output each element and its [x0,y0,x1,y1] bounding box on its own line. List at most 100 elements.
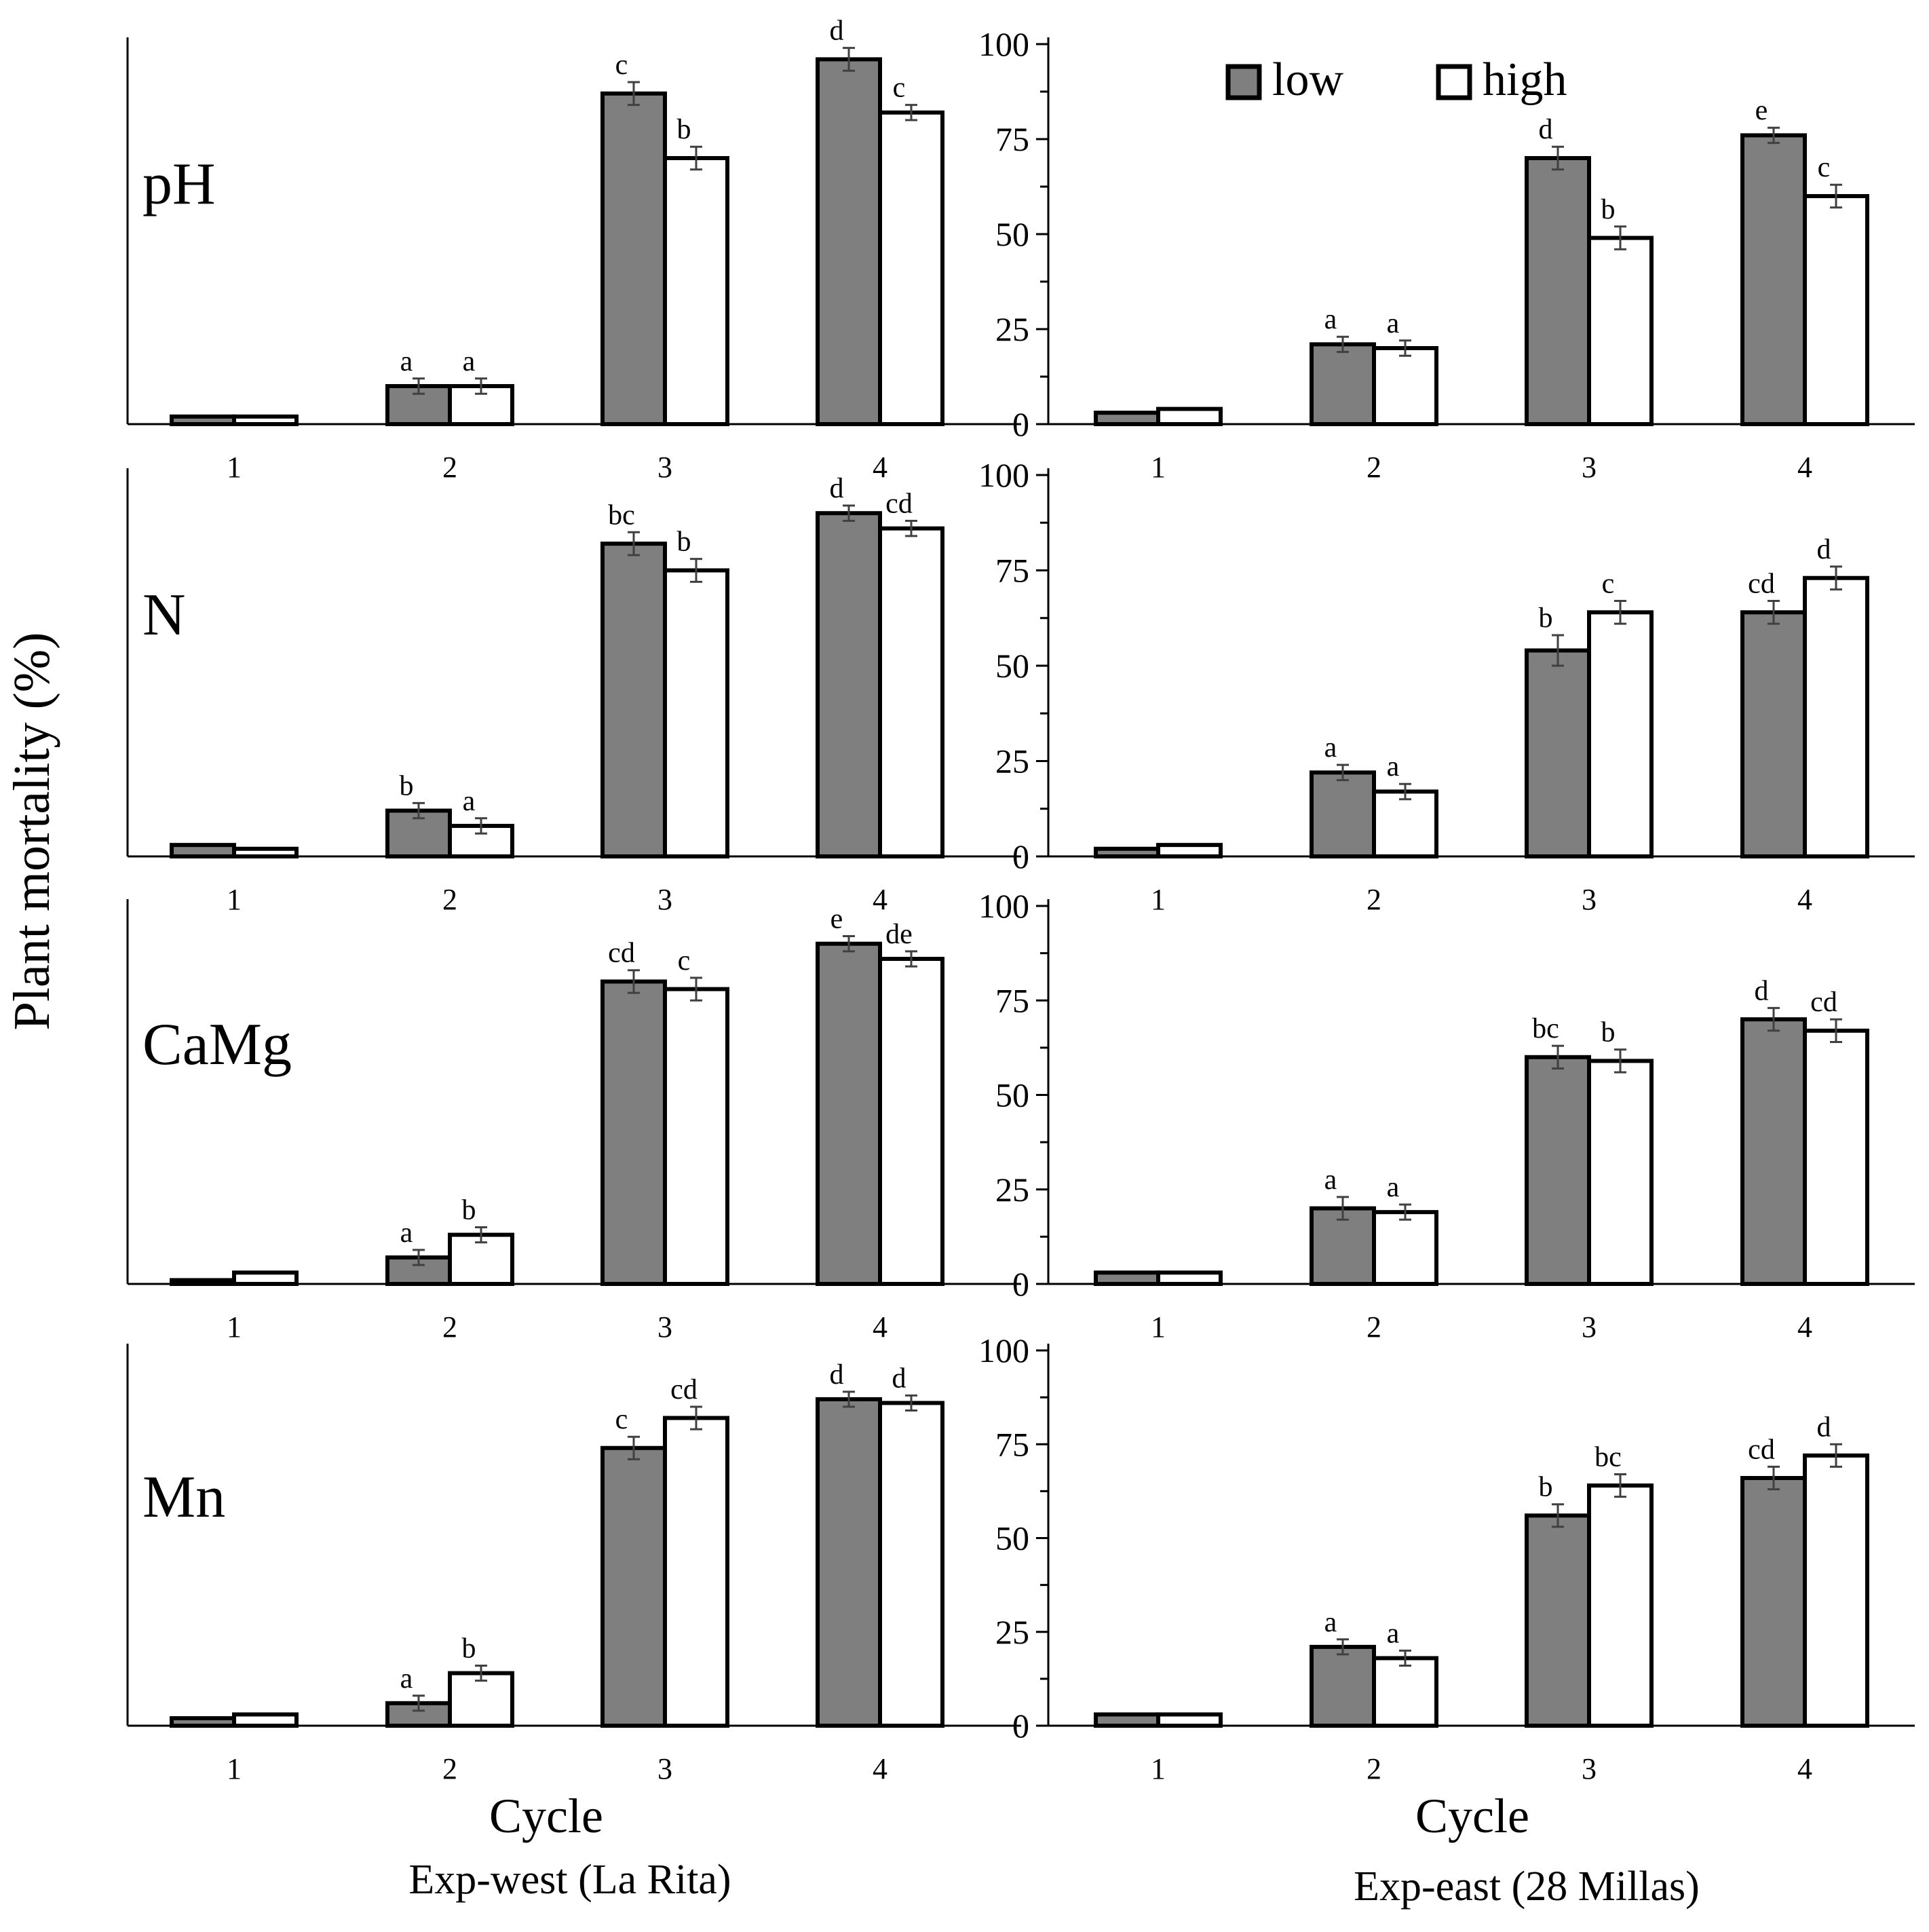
significance-letter: a [1324,304,1337,335]
significance-letter: a [463,786,476,817]
bar-low [816,1397,882,1728]
significance-letter: a [1324,732,1337,763]
x-tick-label: 3 [657,1752,672,1785]
y-tick-label: 100 [978,456,1029,494]
x-axis-title-east: Cycle [1415,1789,1529,1843]
y-tick-label: 0 [1012,1707,1029,1745]
significance-letter: d [830,16,844,47]
bar-low [1740,1017,1807,1286]
x-tick-label: 2 [442,451,457,484]
bar-high [232,1270,299,1287]
bar-high [232,1712,299,1728]
significance-letter: d [1539,114,1553,145]
bar-high [1156,1712,1223,1728]
bar-high [663,987,729,1287]
bar-high [878,956,944,1286]
bar-high [1372,789,1438,858]
bar-low [1740,1476,1807,1728]
row-label: CaMg [142,1012,292,1078]
y-tick-label: 75 [995,1425,1029,1463]
x-tick-label: 4 [873,883,887,916]
y-tick-label: 50 [995,647,1029,685]
experiment-title-east: Exp-east (28 Millas) [1354,1863,1700,1910]
bar-low [816,941,882,1286]
significance-letter: c [1818,152,1831,183]
bar-high [1156,843,1223,859]
bar-low [600,1445,667,1728]
significance-letter: d [830,1359,844,1390]
x-tick-label: 4 [1797,883,1812,916]
bar-low [170,1278,236,1287]
bar-high [1372,1656,1438,1728]
experiment-title-west: Exp-west (La Rita) [408,1857,731,1903]
significance-letter: cd [1748,1434,1775,1465]
significance-letter: c [893,73,906,104]
y-tick-label: 0 [1012,837,1029,875]
significance-letter: b [677,527,691,558]
x-axis-title-west: Cycle [489,1789,603,1843]
significance-letter: a [1324,1607,1337,1638]
significance-letter: bc [1594,1441,1622,1473]
significance-letter: b [1539,603,1553,634]
bar-low [1525,1055,1591,1287]
significance-letter: cd [608,938,635,969]
significance-letter: cd [1748,568,1775,599]
x-tick-label: 2 [1367,451,1381,484]
x-tick-label: 3 [657,451,672,484]
legend: low high [1225,54,1567,106]
bar-high [1372,346,1438,426]
significance-letter: b [677,114,691,145]
x-tick-label: 4 [1797,1752,1812,1785]
bar-high [232,846,299,859]
bar-low [170,1716,236,1728]
row-label: N [142,582,186,648]
y-tick-label: 25 [995,742,1029,780]
bar-low [600,979,667,1287]
bar-low [600,542,667,858]
bar-high [1587,610,1654,858]
y-tick-label: 100 [978,1331,1029,1369]
x-tick-label: 3 [657,1310,672,1344]
bar-low [1740,133,1807,426]
significance-letter: a [1387,751,1400,782]
significance-letter: b [462,1633,476,1665]
bar-high [1156,406,1223,426]
y-tick-label: 50 [995,1076,1029,1114]
bar-high [1587,235,1654,426]
significance-letter: a [1387,1618,1400,1649]
significance-letter: d [830,473,844,504]
bar-high [1803,575,1869,858]
significance-letter: d [1817,534,1831,565]
y-tick-label: 75 [995,552,1029,590]
significance-letter: b [1601,1017,1616,1048]
bar-high [232,414,299,426]
significance-letter: bc [608,499,635,531]
y-tick-label: 25 [995,1171,1029,1209]
bar-low [1094,1270,1160,1287]
bar-low [1525,1513,1591,1728]
significance-letter: a [400,1663,413,1694]
y-tick-label: 25 [995,310,1029,348]
significance-letter: e [830,904,843,935]
bar-low [1740,610,1807,858]
significance-letter: d [1817,1412,1831,1443]
x-tick-label: 1 [1151,883,1166,916]
bar-low [816,57,882,426]
bar-low [1094,846,1160,859]
bar-high [1587,1483,1654,1728]
east-column-footer: Cycle Exp-east (28 Millas) [1354,1789,1700,1910]
x-tick-label: 2 [1367,1310,1381,1344]
bar-low [1310,770,1376,858]
panel-ph-west: pH 1 2 3 4 a c d a b c [126,16,1021,484]
significance-letter: c [615,1404,628,1435]
row-label: pH [142,151,216,217]
bar-low [1310,1644,1376,1728]
significance-letter: c [1602,568,1615,599]
x-tick-label: 1 [227,451,242,484]
y-tick-label: 0 [1012,405,1029,443]
x-tick-label: 1 [227,883,242,916]
